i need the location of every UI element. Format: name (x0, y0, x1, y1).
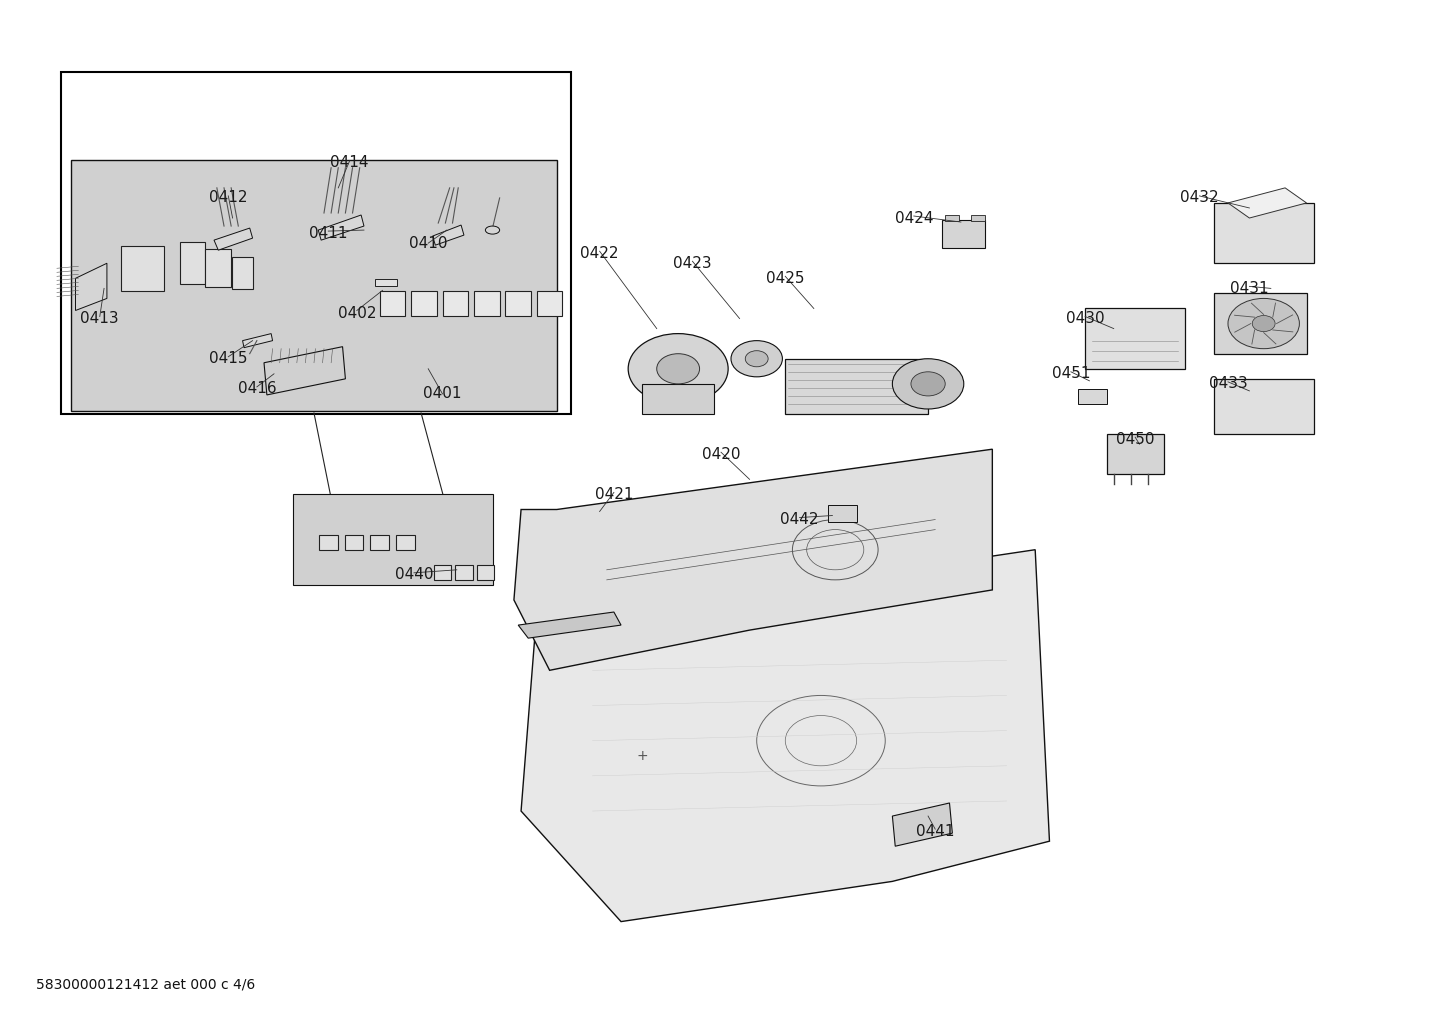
Polygon shape (213, 228, 252, 251)
Bar (345, 535, 363, 550)
Polygon shape (71, 160, 557, 411)
Bar (786, 359, 929, 414)
Bar (474, 290, 499, 316)
Circle shape (731, 340, 783, 377)
Polygon shape (521, 549, 1050, 921)
Polygon shape (518, 612, 622, 638)
Bar (970, 215, 985, 221)
Circle shape (1252, 316, 1275, 331)
Bar (319, 535, 337, 550)
Circle shape (893, 359, 963, 409)
Bar (643, 384, 714, 414)
Ellipse shape (486, 226, 499, 234)
Text: 58300000121412 aet 000 c 4/6: 58300000121412 aet 000 c 4/6 (36, 978, 255, 991)
Text: 0430: 0430 (1066, 311, 1105, 326)
Polygon shape (1229, 187, 1306, 218)
Text: 0401: 0401 (424, 386, 461, 401)
Text: 0442: 0442 (780, 513, 819, 527)
Bar (1214, 293, 1306, 354)
Polygon shape (75, 263, 107, 311)
Bar (205, 250, 231, 287)
Bar (943, 220, 985, 249)
Bar (121, 246, 164, 290)
Text: +: + (636, 749, 649, 763)
Bar (1079, 389, 1106, 404)
Bar (371, 535, 389, 550)
Circle shape (629, 333, 728, 404)
Circle shape (746, 351, 769, 367)
Text: 0410: 0410 (410, 235, 447, 251)
Circle shape (656, 354, 699, 384)
Polygon shape (319, 215, 363, 240)
Bar (443, 290, 469, 316)
Bar (505, 290, 531, 316)
Text: 0424: 0424 (894, 211, 933, 225)
Text: 0414: 0414 (330, 155, 369, 170)
Text: 0450: 0450 (1116, 432, 1155, 446)
Bar (411, 290, 437, 316)
Bar (456, 566, 473, 581)
Text: 0415: 0415 (209, 352, 248, 366)
Polygon shape (513, 449, 992, 671)
Text: 0431: 0431 (1230, 281, 1269, 296)
Circle shape (911, 372, 945, 396)
Text: 0421: 0421 (594, 487, 633, 502)
Polygon shape (264, 346, 346, 395)
Bar (232, 257, 254, 289)
Polygon shape (242, 333, 273, 347)
Bar (397, 535, 415, 550)
Text: 0451: 0451 (1051, 366, 1090, 381)
Bar (477, 566, 495, 581)
Bar (61, 72, 571, 414)
Bar (1086, 309, 1185, 369)
Text: 0441: 0441 (916, 823, 955, 839)
Text: 0425: 0425 (766, 271, 805, 285)
Text: 0412: 0412 (209, 191, 248, 206)
Text: 0402: 0402 (337, 306, 376, 321)
Text: 0420: 0420 (702, 446, 740, 462)
Bar (828, 505, 857, 522)
Circle shape (1229, 299, 1299, 348)
Polygon shape (893, 803, 952, 846)
Bar (536, 290, 562, 316)
Bar (375, 279, 397, 286)
Text: 0423: 0423 (673, 256, 712, 271)
Bar (180, 243, 205, 284)
Bar (1106, 434, 1164, 474)
Text: 0433: 0433 (1208, 376, 1247, 391)
Bar (434, 566, 451, 581)
Polygon shape (293, 494, 493, 585)
Text: 0440: 0440 (395, 568, 433, 582)
Bar (1214, 379, 1314, 434)
Polygon shape (433, 225, 464, 246)
Text: 0411: 0411 (309, 225, 348, 240)
Text: 0422: 0422 (580, 246, 619, 261)
Text: 0432: 0432 (1180, 191, 1218, 206)
Bar (379, 290, 405, 316)
Text: 0416: 0416 (238, 381, 277, 396)
Text: 0413: 0413 (81, 311, 120, 326)
Bar (945, 215, 959, 221)
Bar (1214, 203, 1314, 263)
